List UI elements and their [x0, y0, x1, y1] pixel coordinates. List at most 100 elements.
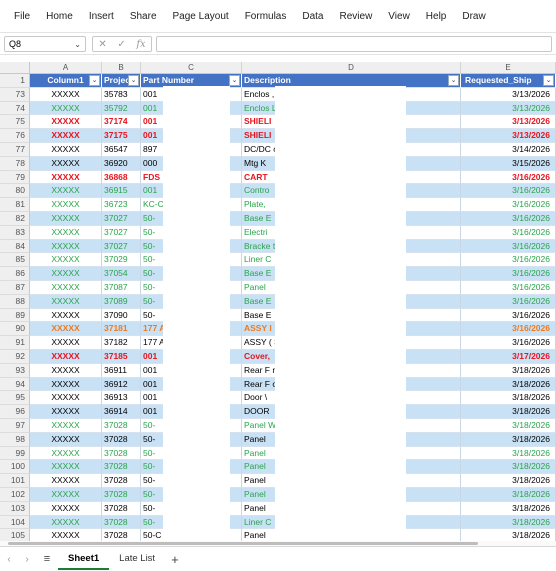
table-cell[interactable]: 3/18/2026: [461, 446, 556, 461]
row-header[interactable]: 76: [0, 129, 30, 143]
table-cell[interactable]: XXXXX: [30, 363, 102, 378]
table-cell[interactable]: XXXXX: [30, 225, 102, 240]
table-cell[interactable]: 37028: [102, 432, 141, 447]
row-header[interactable]: 92: [0, 350, 30, 364]
table-cell[interactable]: 3/18/2026: [461, 391, 556, 406]
table-cell[interactable]: XXXXX: [30, 515, 102, 530]
table-cell[interactable]: 3/18/2026: [461, 363, 556, 378]
menu-item-formulas[interactable]: Formulas: [244, 10, 287, 22]
table-cell[interactable]: 36914: [102, 405, 141, 419]
table-cell[interactable]: 37028: [102, 515, 141, 530]
row-header[interactable]: 82: [0, 212, 30, 226]
menu-item-insert[interactable]: Insert: [88, 10, 114, 22]
scroll-thumb[interactable]: [8, 542, 478, 545]
menu-item-file[interactable]: File: [14, 10, 31, 22]
table-cell[interactable]: 37027: [102, 212, 141, 226]
table-cell[interactable]: 37175: [102, 129, 141, 143]
row-header[interactable]: 99: [0, 446, 30, 461]
table-cell[interactable]: 3/16/2026: [461, 294, 556, 309]
filter-dropdown-icon[interactable]: ⌄: [543, 75, 554, 86]
table-cell[interactable]: XXXXX: [30, 350, 102, 364]
table-cell[interactable]: 3/17/2026: [461, 350, 556, 364]
table-cell[interactable]: 3/18/2026: [461, 488, 556, 502]
table-cell[interactable]: XXXXX: [30, 143, 102, 157]
table-cell[interactable]: 3/13/2026: [461, 115, 556, 130]
table-cell[interactable]: 37027: [102, 239, 141, 254]
table-cell[interactable]: 36723: [102, 198, 141, 212]
table-cell[interactable]: 3/16/2026: [461, 281, 556, 295]
table-cell[interactable]: XXXXX: [30, 198, 102, 212]
table-cell[interactable]: 37028: [102, 446, 141, 461]
table-cell[interactable]: XXXXX: [30, 308, 102, 323]
row-header[interactable]: 86: [0, 267, 30, 281]
table-cell[interactable]: 3/18/2026: [461, 501, 556, 516]
tab-late-list[interactable]: Late List: [119, 553, 156, 564]
table-cell[interactable]: 37174: [102, 115, 141, 130]
table-cell[interactable]: XXXXX: [30, 170, 102, 185]
table-cell[interactable]: 37089: [102, 294, 141, 309]
menu-item-data[interactable]: Data: [302, 10, 324, 22]
menu-item-page-layout[interactable]: Page Layout: [172, 10, 229, 22]
table-cell[interactable]: XXXXX: [30, 294, 102, 309]
table-cell[interactable]: 36911: [102, 363, 141, 378]
table-cell[interactable]: 37028: [102, 501, 141, 516]
table-cell[interactable]: 36868: [102, 170, 141, 185]
table-cell[interactable]: 3/16/2026: [461, 170, 556, 185]
table-cell[interactable]: 37028: [102, 419, 141, 433]
row-header[interactable]: 84: [0, 239, 30, 254]
table-cell[interactable]: 3/16/2026: [461, 225, 556, 240]
table-cell[interactable]: 35783: [102, 87, 141, 102]
row-header[interactable]: 91: [0, 336, 30, 350]
table-cell[interactable]: XXXXX: [30, 432, 102, 447]
filter-dropdown-icon[interactable]: ⌄: [448, 75, 459, 86]
table-cell[interactable]: 3/15/2026: [461, 156, 556, 171]
table-cell[interactable]: XXXXX: [30, 101, 102, 116]
row-header[interactable]: 74: [0, 101, 30, 116]
table-header-cell[interactable]: Requested_Ship ⌄: [461, 74, 556, 88]
menu-item-share[interactable]: Share: [129, 10, 157, 22]
table-cell[interactable]: 3/18/2026: [461, 419, 556, 433]
name-box[interactable]: Q8 ⌄: [4, 36, 86, 52]
table-cell[interactable]: 37181: [102, 322, 141, 337]
table-cell[interactable]: 3/13/2026: [461, 87, 556, 102]
table-header-cell[interactable]: Column1 ⌄: [30, 74, 102, 88]
next-sheet-icon[interactable]: ›: [25, 553, 29, 565]
table-cell[interactable]: 3/16/2026: [461, 198, 556, 212]
table-cell[interactable]: XXXXX: [30, 267, 102, 281]
table-cell[interactable]: XXXXX: [30, 212, 102, 226]
row-header[interactable]: 73: [0, 87, 30, 102]
chevron-down-icon[interactable]: ⌄: [74, 39, 81, 49]
table-cell[interactable]: XXXXX: [30, 391, 102, 406]
row-header[interactable]: 94: [0, 377, 30, 392]
table-cell[interactable]: 36920: [102, 156, 141, 171]
table-cell[interactable]: 37029: [102, 253, 141, 268]
row-header[interactable]: 97: [0, 419, 30, 433]
row-header[interactable]: 104: [0, 515, 30, 530]
table-cell[interactable]: XXXXX: [30, 281, 102, 295]
row-header[interactable]: 98: [0, 432, 30, 447]
column-header-d[interactable]: D: [242, 62, 461, 74]
row-header[interactable]: 101: [0, 474, 30, 488]
row-header[interactable]: 87: [0, 281, 30, 295]
table-cell[interactable]: 36913: [102, 391, 141, 406]
table-cell[interactable]: 3/16/2026: [461, 322, 556, 337]
table-cell[interactable]: 37185: [102, 350, 141, 364]
add-sheet-button[interactable]: +: [171, 551, 179, 567]
column-header-a[interactable]: A: [30, 62, 102, 74]
table-cell[interactable]: 3/16/2026: [461, 239, 556, 254]
table-cell[interactable]: XXXXX: [30, 184, 102, 199]
table-cell[interactable]: 37054: [102, 267, 141, 281]
menu-item-draw[interactable]: Draw: [462, 10, 486, 22]
table-cell[interactable]: 3/16/2026: [461, 308, 556, 323]
table-cell[interactable]: 37028: [102, 460, 141, 475]
table-cell[interactable]: 37090: [102, 308, 141, 323]
table-cell[interactable]: XXXXX: [30, 156, 102, 171]
table-cell[interactable]: 3/18/2026: [461, 474, 556, 488]
table-cell[interactable]: 37028: [102, 474, 141, 488]
table-cell[interactable]: XXXXX: [30, 446, 102, 461]
row-header[interactable]: 77: [0, 143, 30, 157]
row-header[interactable]: 79: [0, 170, 30, 185]
row-header[interactable]: 90: [0, 322, 30, 337]
table-cell[interactable]: XXXXX: [30, 474, 102, 488]
table-cell[interactable]: 3/14/2026: [461, 143, 556, 157]
